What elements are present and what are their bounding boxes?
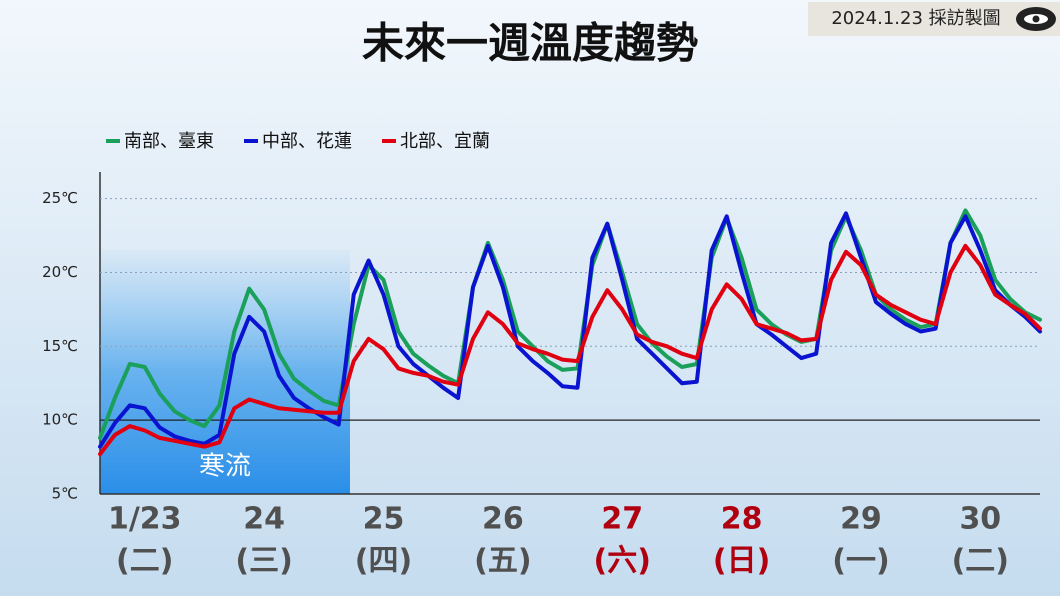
stamp: 2024.1.23 採訪製圖 xyxy=(831,8,1000,29)
x-tick-sublabel: (二) xyxy=(116,544,173,579)
y-tick-label: 5℃ xyxy=(52,485,78,503)
x-tick-sublabel: (一) xyxy=(832,544,889,579)
x-tick-label: 27 xyxy=(601,502,643,537)
x-tick-label: 29 xyxy=(840,502,882,537)
y-tick-label: 10℃ xyxy=(42,411,78,429)
x-tick-sublabel: (四) xyxy=(355,544,412,579)
logo-pupil xyxy=(1032,15,1040,23)
series-line xyxy=(98,243,1042,457)
x-tick-label: 25 xyxy=(363,502,405,537)
x-tick-sublabel: (六) xyxy=(594,544,651,579)
annotation: 寒流 xyxy=(199,452,251,482)
x-tick-sublabel: (五) xyxy=(474,544,531,579)
x-tick-label: 30 xyxy=(959,502,1001,537)
y-tick-label: 15℃ xyxy=(42,337,78,355)
x-tick-sublabel: (二) xyxy=(952,544,1009,579)
legend-label: 中部、花蓮 xyxy=(262,131,352,152)
x-tick-sublabel: (三) xyxy=(235,544,292,579)
legend-label: 南部、臺東 xyxy=(124,131,214,152)
y-tick-label: 25℃ xyxy=(42,189,78,207)
chart-title: 未來一週溫度趨勢 xyxy=(362,19,698,68)
x-tick-sublabel: (日) xyxy=(713,544,770,579)
x-tick-label: 24 xyxy=(243,502,285,537)
legend-label: 北部、宜蘭 xyxy=(400,131,490,152)
y-tick-label: 20℃ xyxy=(42,263,78,281)
x-tick-label: 28 xyxy=(721,502,763,537)
series-line xyxy=(98,211,1042,449)
x-tick-label: 26 xyxy=(482,502,524,537)
x-tick-label: 1/23 xyxy=(108,502,182,537)
